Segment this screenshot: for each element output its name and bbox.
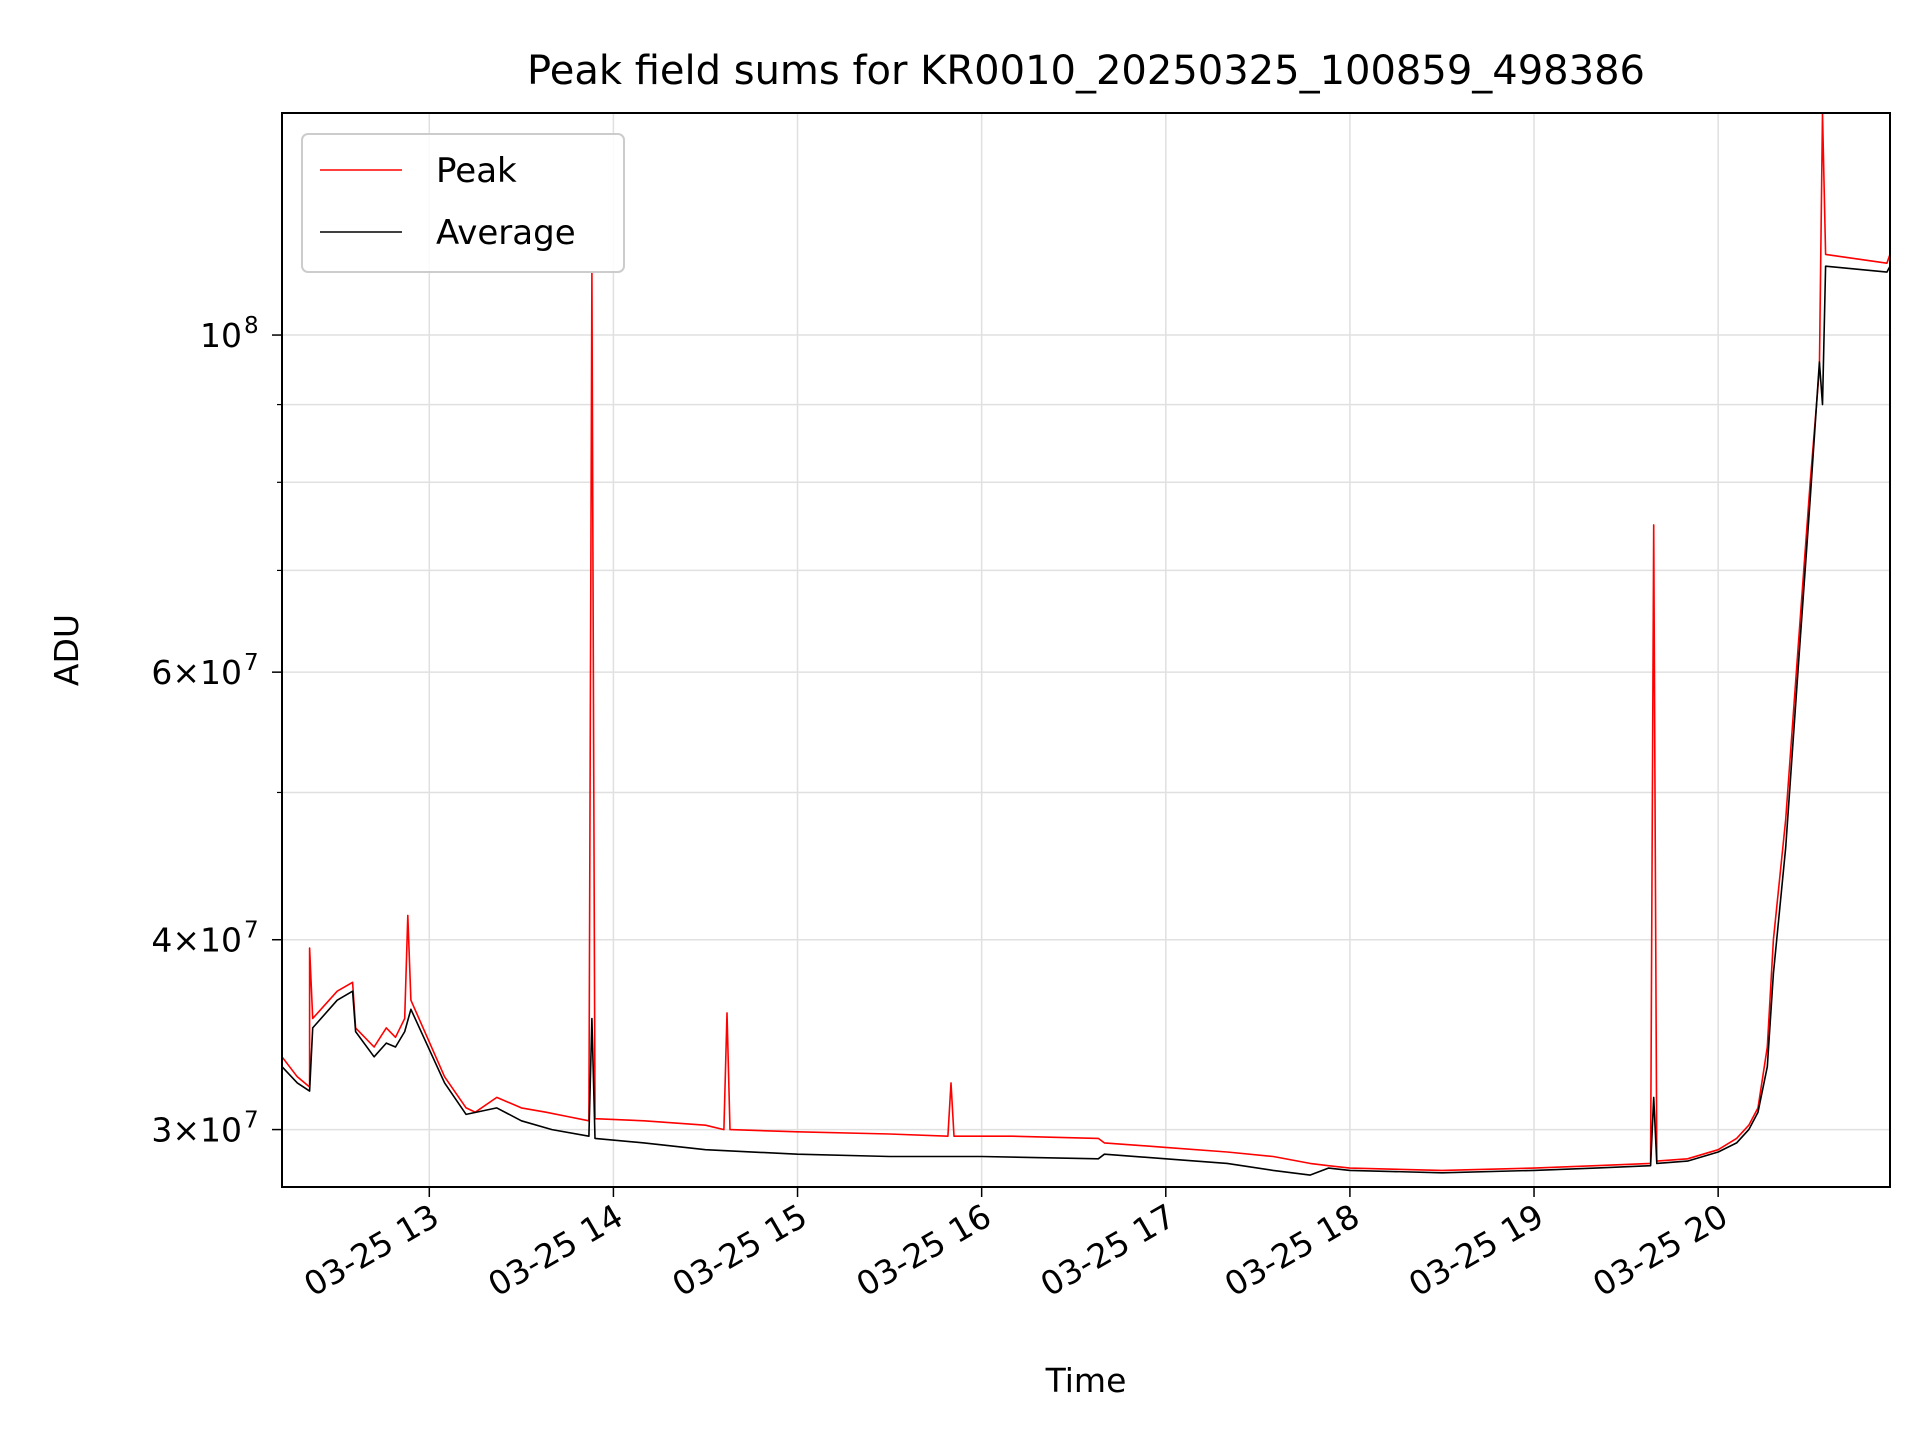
- chart-title: Peak field sums for KR0010_20250325_1008…: [527, 48, 1645, 94]
- y-tick-exponent: 7: [244, 1108, 259, 1134]
- series-lines: [281, 112, 1891, 1176]
- legend-label-average: Average: [436, 213, 576, 253]
- legend: Peak Average: [301, 133, 625, 273]
- x-axis-label: Time: [1045, 1361, 1127, 1400]
- y-axis-label: ADU: [47, 614, 86, 686]
- legend-box: [301, 133, 625, 273]
- y-tick-exponent: 7: [244, 918, 259, 944]
- y-tick-label: 4×10: [151, 921, 242, 960]
- y-tick-label: 10: [200, 316, 242, 355]
- y-tick-label: 3×10: [151, 1111, 242, 1150]
- series-line-average: [281, 265, 1891, 1176]
- y-tick-label: 6×10: [151, 653, 242, 692]
- series-line-peak: [281, 112, 1891, 1172]
- legend-label-peak: Peak: [436, 151, 517, 191]
- plot-frame: [281, 112, 1891, 1188]
- y-tick-exponent: 8: [244, 313, 259, 339]
- y-tick-exponent: 7: [244, 650, 259, 676]
